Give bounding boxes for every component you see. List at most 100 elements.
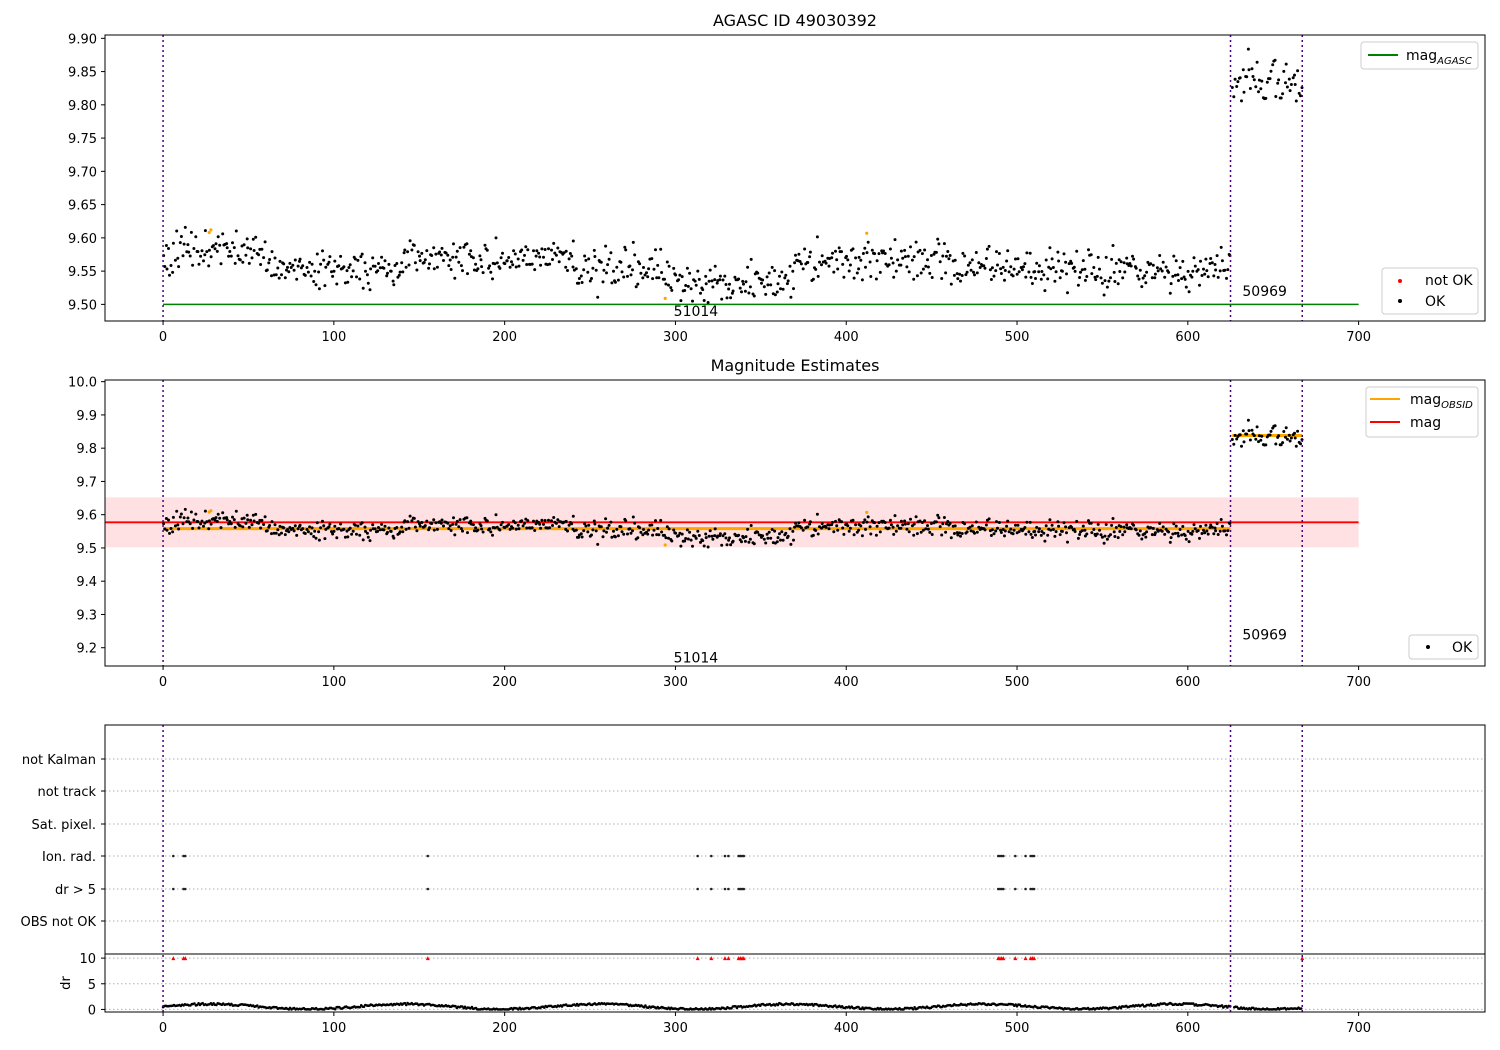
ok-point <box>1030 282 1034 285</box>
ok-point <box>696 529 700 533</box>
ok-point <box>1140 285 1144 289</box>
ok-point <box>729 296 733 300</box>
ok-point <box>1268 77 1272 81</box>
ok-point <box>538 522 542 526</box>
ok-point <box>215 249 219 253</box>
ok-point <box>941 254 945 258</box>
ok-point <box>631 268 634 272</box>
ok-point <box>684 537 688 540</box>
ok-point <box>233 525 237 529</box>
ok-point <box>418 254 421 258</box>
ok-point <box>1282 430 1286 433</box>
ok-point <box>854 523 858 527</box>
ok-point <box>737 533 741 537</box>
ok-point <box>1024 532 1028 536</box>
ok-point <box>440 518 444 522</box>
ok-point <box>952 273 956 277</box>
ok-point <box>466 531 469 535</box>
ok-point <box>615 265 619 269</box>
ok-point <box>286 528 289 531</box>
ok-point <box>556 518 560 522</box>
ok-point <box>587 523 591 527</box>
ok-point <box>213 518 217 522</box>
ok-point <box>229 522 233 526</box>
ok-point <box>604 517 608 521</box>
ok-point <box>211 244 215 248</box>
ok-point <box>321 519 324 523</box>
x-tick-label: 300 <box>663 1021 688 1036</box>
ok-point <box>806 261 810 264</box>
ok-point <box>345 269 349 273</box>
ok-point <box>1205 529 1209 533</box>
x-tick-label: 500 <box>1005 675 1030 690</box>
ok-point <box>287 270 291 274</box>
ok-point <box>1223 268 1227 272</box>
ok-point <box>422 261 426 264</box>
ok-point <box>1150 533 1154 537</box>
ok-point <box>1083 278 1087 282</box>
ok-point <box>1293 431 1296 435</box>
ok-point <box>1073 269 1077 273</box>
ok-point <box>1208 526 1212 529</box>
ok-point <box>577 277 581 280</box>
ok-point <box>376 269 380 273</box>
ok-point <box>905 265 909 269</box>
ok-point <box>619 260 623 264</box>
ok-point <box>1034 277 1037 280</box>
ok-point <box>1103 279 1107 283</box>
ok-point <box>762 285 766 289</box>
ok-point <box>231 241 234 245</box>
ok-point <box>1037 527 1041 531</box>
ok-point <box>186 516 190 520</box>
ok-point <box>1288 439 1292 443</box>
ok-point <box>440 246 444 250</box>
ok-point <box>580 281 584 284</box>
flag-point <box>696 887 699 891</box>
ok-point <box>1160 269 1164 273</box>
ok-point <box>749 524 753 527</box>
ok-point <box>458 246 462 250</box>
ok-point <box>836 528 840 532</box>
ok-point <box>718 532 722 536</box>
ok-point <box>863 518 867 522</box>
ok-point <box>241 525 245 529</box>
ok-point <box>376 529 380 533</box>
ok-point <box>303 532 307 535</box>
ok-point <box>808 255 812 259</box>
ok-point <box>707 279 711 283</box>
ok-point <box>1033 270 1037 274</box>
ok-point <box>650 257 654 261</box>
ok-point <box>1180 533 1184 537</box>
ok-point <box>1140 537 1144 541</box>
ok-point <box>995 520 998 524</box>
ok-point <box>225 518 229 522</box>
ok-point <box>427 266 431 270</box>
ok-point <box>1051 528 1055 531</box>
ok-point <box>990 266 994 270</box>
ok-point <box>517 527 521 531</box>
ok-point <box>866 240 870 244</box>
ok-point <box>610 535 614 539</box>
ok-point <box>689 287 693 291</box>
y-tick-label: 9.75 <box>68 132 97 147</box>
ok-point <box>663 277 666 281</box>
ok-point <box>1223 529 1227 533</box>
ok-point <box>164 244 168 247</box>
ok-point <box>959 534 962 538</box>
ok-point <box>310 526 314 530</box>
ok-point <box>328 255 332 259</box>
ok-point <box>708 268 712 272</box>
ok-point <box>397 273 401 277</box>
ok-point <box>298 257 302 261</box>
ok-point <box>420 251 424 255</box>
ok-point <box>1112 270 1116 274</box>
ok-point <box>701 288 705 292</box>
ok-point <box>398 530 402 534</box>
ok-point <box>1107 279 1111 283</box>
ok-point <box>815 512 819 516</box>
ok-point <box>663 533 666 537</box>
ok-point <box>1230 438 1234 441</box>
ok-point <box>1062 521 1066 525</box>
ok-point <box>1245 75 1249 79</box>
